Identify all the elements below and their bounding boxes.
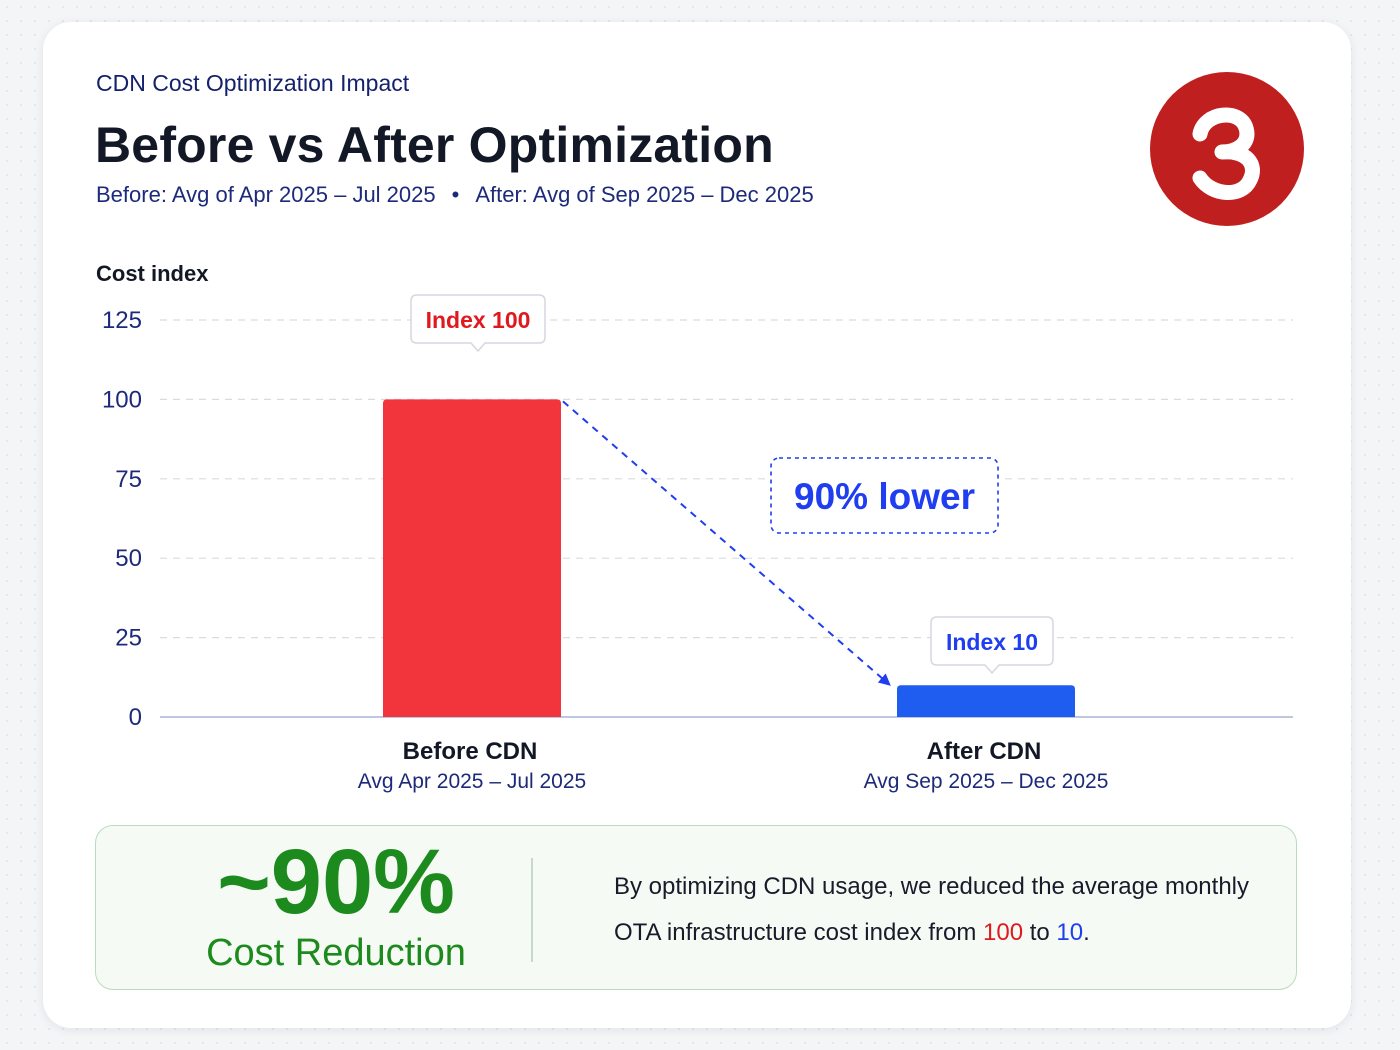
x-tick-label: Before CDN bbox=[403, 738, 538, 765]
reduction-arrow: 90% lower bbox=[562, 400, 999, 686]
y-tick-label: 25 bbox=[115, 625, 142, 652]
y-tick-label: 125 bbox=[102, 307, 142, 334]
subtitle-after: After: Avg of Sep 2025 – Dec 2025 bbox=[475, 182, 814, 207]
chart-subtitle: Before: Avg of Apr 2025 – Jul 2025 • After… bbox=[96, 182, 814, 208]
devanagari-u-logo-icon bbox=[1192, 107, 1260, 200]
y-tick-label: 100 bbox=[102, 386, 142, 413]
annotation-box bbox=[770, 457, 999, 534]
summary-to-value: 10 bbox=[1056, 919, 1084, 946]
subtitle-before: Before: Avg of Apr 2025 – Jul 2025 bbox=[96, 182, 436, 207]
summary-from-value: 100 bbox=[983, 919, 1024, 946]
summary-text-part2: to bbox=[1023, 919, 1057, 946]
summary-description: By optimizing CDN usage, we reduced the … bbox=[614, 864, 1274, 956]
y-tick-label: 50 bbox=[115, 545, 142, 572]
reduction-label: Cost Reduction bbox=[206, 932, 466, 974]
summary-text-part3: . bbox=[1083, 919, 1090, 946]
brand-logo bbox=[1150, 72, 1304, 226]
grid-lines bbox=[160, 319, 1293, 718]
data-label-box bbox=[930, 616, 1054, 675]
data-labels: Index 100 Index 10 bbox=[410, 294, 1054, 675]
summary-panel: ~90% Cost Reduction By optimizing CDN us… bbox=[95, 825, 1297, 990]
reduction-percent: ~90% bbox=[217, 831, 455, 933]
data-label-box bbox=[410, 294, 546, 353]
y-tick-labels: 0 25 50 75 100 125 bbox=[102, 307, 142, 731]
x-tick-label: After CDN bbox=[927, 738, 1042, 765]
data-label: Index 10 bbox=[946, 629, 1038, 655]
bars bbox=[383, 399, 1075, 717]
eyebrow-label: CDN Cost Optimization Impact bbox=[96, 70, 410, 96]
x-tick-labels: Before CDN Avg Apr 2025 – Jul 2025 After C… bbox=[358, 738, 1109, 793]
y-tick-label: 0 bbox=[129, 704, 142, 731]
summary-text-part1: By optimizing CDN usage, we reduced the … bbox=[614, 873, 1249, 946]
data-label: Index 100 bbox=[426, 307, 531, 333]
page-title: Before vs After Optimization bbox=[95, 117, 774, 173]
x-tick-sublabel: Avg Sep 2025 – Dec 2025 bbox=[864, 770, 1109, 793]
bar-before-cdn bbox=[383, 399, 561, 717]
bar-chart: Cost index 0 25 50 75 100 125 90% lower Befor… bbox=[96, 261, 1293, 793]
bar-after-cdn bbox=[897, 685, 1075, 717]
y-tick-label: 75 bbox=[115, 466, 142, 493]
summary-divider bbox=[531, 858, 533, 962]
subtitle-separator: • bbox=[451, 182, 460, 207]
arrow-line bbox=[562, 400, 891, 686]
y-axis-title: Cost index bbox=[96, 261, 209, 286]
x-tick-sublabel: Avg Apr 2025 – Jul 2025 bbox=[358, 770, 586, 793]
annotation-label: 90% lower bbox=[794, 476, 975, 517]
